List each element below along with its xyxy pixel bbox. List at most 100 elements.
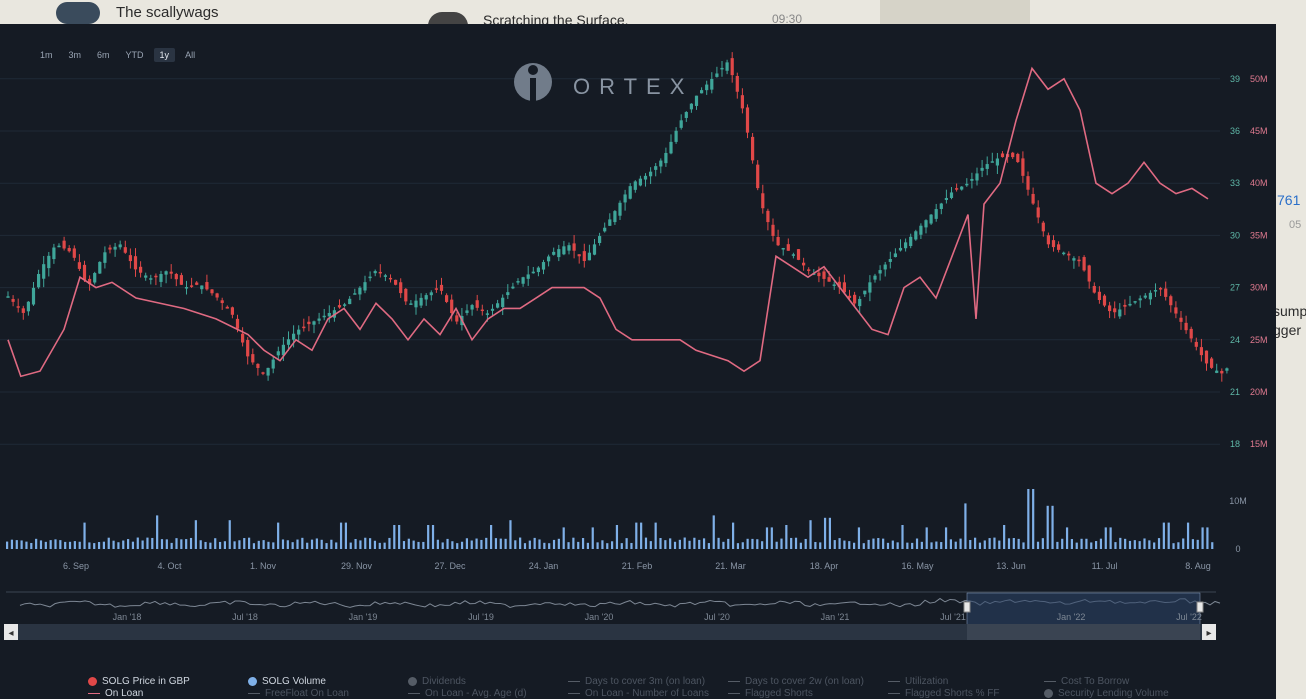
candle [31, 287, 36, 305]
legend-line-icon [888, 692, 900, 695]
legend-item[interactable]: Security Lending Volume [1044, 688, 1169, 699]
volume-bar [775, 541, 778, 549]
candle [623, 194, 627, 203]
legend-item[interactable]: Flagged Shorts [728, 688, 813, 699]
candle [276, 351, 280, 356]
range-button-1m[interactable]: 1m [40, 50, 53, 60]
volume-bar [751, 538, 754, 549]
legend-label: On Loan - Avg. Age (d) [425, 688, 527, 699]
volume-bar [25, 541, 28, 549]
candle [1036, 207, 1040, 218]
range-button-6m[interactable]: 6m [97, 50, 110, 60]
avatar [56, 2, 100, 24]
volume-bar [127, 539, 130, 549]
bg-thumbnail [880, 0, 1030, 24]
candle [547, 256, 551, 262]
range-button-all[interactable]: All [185, 50, 196, 60]
legend-item[interactable]: SOLG Price in GBP [88, 676, 190, 687]
volume-bar [882, 538, 885, 549]
volume-bar [422, 541, 425, 549]
candle [939, 203, 943, 209]
legend-item[interactable]: Cost To Borrow [1044, 676, 1129, 687]
candle [1199, 347, 1203, 356]
volume-bar [262, 540, 265, 549]
volume-bar [475, 538, 478, 549]
range-button-3m[interactable]: 3m [68, 50, 82, 60]
candle [720, 67, 724, 70]
candle [414, 300, 418, 308]
volume-bar [1080, 538, 1083, 549]
volume-bar [591, 527, 594, 549]
volume-bar [1027, 489, 1030, 549]
volume-bar [252, 543, 256, 549]
volume-bar [756, 539, 759, 549]
scroll-right-icon: ▸ [1206, 628, 1211, 639]
volume-bar [194, 520, 197, 549]
volume-bar [828, 517, 831, 549]
legend-item[interactable]: Flagged Shorts % FF [888, 688, 999, 699]
legend-item[interactable]: Dividends [408, 676, 466, 687]
legend-item[interactable]: FreeFloat On Loan [248, 688, 349, 699]
candle [1204, 350, 1209, 364]
volume-bar [741, 542, 744, 549]
candle [195, 282, 199, 285]
candle [715, 73, 719, 77]
legend-item[interactable]: SOLG Volume [248, 676, 326, 687]
candle [1143, 295, 1147, 298]
candle [123, 247, 127, 253]
legend-dot-icon [1044, 689, 1053, 698]
candle [1041, 222, 1045, 232]
volume-bar [185, 539, 188, 549]
x-tick-label: 11. Jul [1092, 561, 1118, 571]
volume-bar [1148, 540, 1151, 549]
volume-bar [315, 538, 318, 549]
candle [730, 58, 734, 76]
candle [98, 261, 102, 274]
candle [873, 275, 877, 280]
price-tick-label: 24 [1230, 335, 1240, 345]
volume-bar [538, 539, 541, 549]
volume-bar [1201, 527, 1204, 549]
volume-bar [925, 527, 928, 549]
legend-item[interactable]: On Loan - Number of Loans [568, 688, 709, 699]
legend-item[interactable]: Days to cover 2w (on loan) [728, 676, 864, 687]
candle [1046, 235, 1050, 245]
volume-bar [664, 540, 667, 549]
legend-item[interactable]: Days to cover 3m (on loan) [568, 676, 705, 687]
volume-bar [886, 542, 890, 549]
candle [807, 269, 811, 271]
legend-line-icon [568, 692, 580, 695]
candle [455, 315, 459, 322]
volume-bar [673, 541, 677, 549]
candle [1016, 153, 1020, 162]
range-button-1y[interactable]: 1y [153, 48, 176, 62]
candle [139, 266, 143, 273]
candle [1051, 240, 1056, 248]
volume-bar [1032, 489, 1035, 549]
candle [373, 271, 377, 274]
candle [72, 248, 76, 258]
volume-bar [339, 522, 343, 549]
volume-bar [654, 522, 657, 549]
legend-label: On Loan - Number of Loans [585, 688, 709, 699]
on-loan-tick-label: 25M [1250, 335, 1268, 345]
range-button-ytd[interactable]: YTD [125, 50, 144, 60]
volume-bar [649, 541, 652, 549]
volume-bar [707, 543, 710, 549]
volume-bar [615, 525, 619, 549]
candle [154, 275, 158, 278]
volume-bar [73, 541, 76, 549]
candle [511, 286, 515, 289]
candle [858, 298, 862, 307]
legend-item[interactable]: Utilization [888, 676, 948, 687]
volume-bar [296, 539, 299, 549]
volume-bar [59, 540, 62, 549]
candle [802, 262, 806, 266]
volume-bar [954, 541, 957, 549]
volume-bar [15, 540, 18, 549]
volume-bar [1070, 539, 1073, 549]
volume-bar [606, 543, 609, 549]
legend-item[interactable]: On Loan - Avg. Age (d) [408, 688, 527, 699]
legend-item[interactable]: On Loan [88, 688, 143, 699]
volume-bar [364, 537, 367, 549]
